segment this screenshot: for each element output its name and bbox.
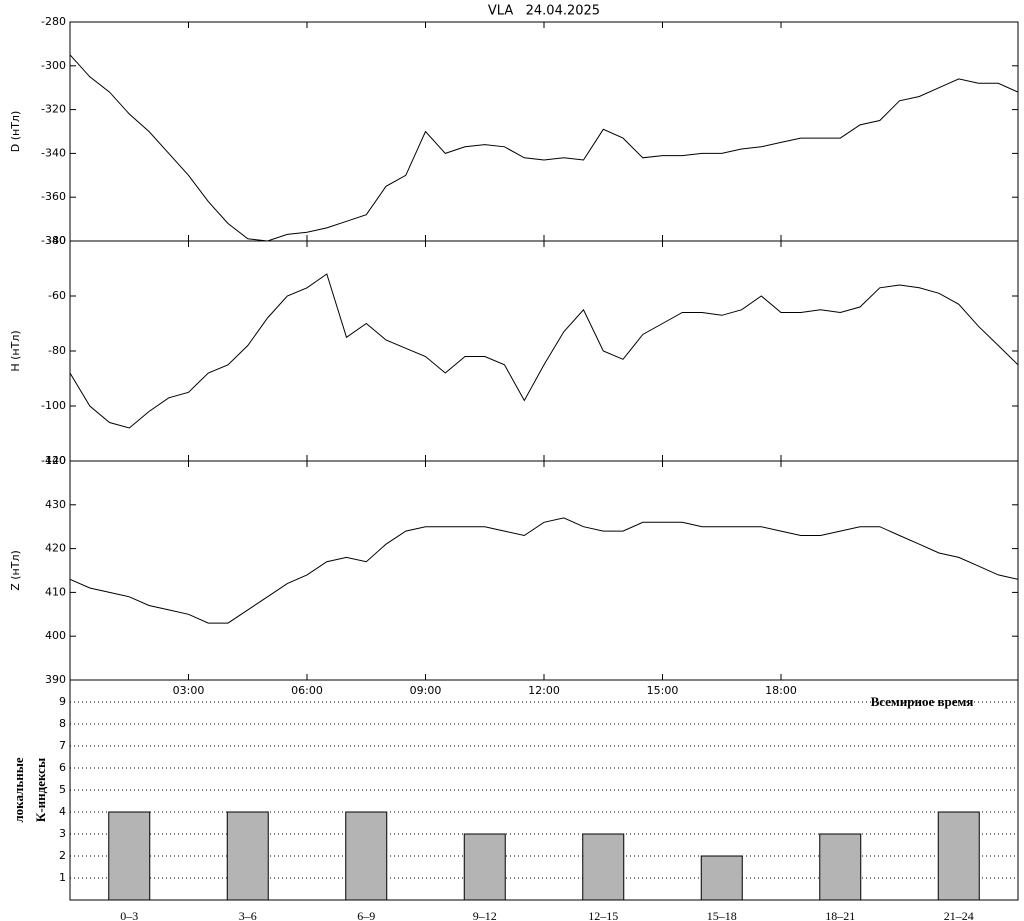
bar [819, 833, 862, 901]
x-tick-label: 15–18 [707, 909, 737, 921]
x-tick-label: 09:00 [410, 684, 442, 697]
x-tick-label: 15:00 [647, 684, 679, 697]
y-tick-label: 7 [59, 739, 66, 752]
y-axis-label: Z (нТл) [9, 550, 22, 591]
bar [463, 833, 506, 901]
data-line [69, 517, 1019, 624]
y-tick-label: 5 [59, 783, 66, 796]
y-tick-label: -60 [48, 289, 66, 302]
chart-title: VLA 24.04.2025 [488, 4, 600, 19]
y-axis-label: H (нТл) [9, 330, 22, 371]
x-tick-label: 6–9 [357, 909, 375, 921]
y-tick-label: 8 [59, 717, 66, 730]
y-tick-label: -380 [41, 234, 66, 247]
x-tick-label: 0–3 [120, 909, 138, 921]
y-tick-label: -360 [41, 190, 66, 203]
data-line [69, 54, 1019, 242]
x-tick-label: 3–6 [239, 909, 257, 921]
y-axis-label: локальные [11, 757, 26, 823]
y-tick-label: 4 [59, 805, 66, 818]
bar [937, 811, 980, 901]
x-tick-label: 12:00 [528, 684, 560, 697]
y-tick-label: 2 [59, 849, 66, 862]
y-tick-label: -300 [41, 59, 66, 72]
y-tick-label: 420 [45, 542, 66, 555]
x-tick-label: 21–24 [944, 909, 974, 921]
y-tick-label: 430 [45, 498, 66, 511]
y-tick-label: 9 [59, 695, 66, 708]
x-tick-label: 06:00 [291, 684, 323, 697]
y-tick-label: -100 [41, 399, 66, 412]
y-tick-label: -120 [41, 454, 66, 467]
x-tick-label: 18:00 [765, 684, 797, 697]
x-tick-label: 9–12 [473, 909, 497, 921]
x-axis-label: Всемирное время [871, 694, 974, 709]
data-line [69, 273, 1019, 429]
y-tick-label: 390 [45, 673, 66, 686]
bar [582, 833, 625, 901]
y-tick-label: 6 [59, 761, 66, 774]
y-tick-label: -340 [41, 146, 66, 159]
y-tick-label: -40 [48, 234, 66, 247]
y-tick-label: 3 [59, 827, 66, 840]
bar [108, 811, 151, 901]
y-tick-label: 1 [59, 871, 66, 884]
x-tick-label: 18–21 [825, 909, 855, 921]
y-tick-label: 440 [45, 454, 66, 467]
y-axis-label: D (нТл) [9, 111, 22, 153]
y-tick-label: 400 [45, 629, 66, 642]
y-tick-label: 410 [45, 585, 66, 598]
bar [226, 811, 269, 901]
y-tick-label: -280 [41, 15, 66, 28]
bar [345, 811, 388, 901]
bar [700, 855, 743, 901]
y-axis-label: К-индексы [33, 758, 48, 822]
y-tick-label: -320 [41, 103, 66, 116]
x-tick-label: 12–15 [588, 909, 618, 921]
x-tick-label: 03:00 [173, 684, 205, 697]
y-tick-label: -80 [48, 344, 66, 357]
